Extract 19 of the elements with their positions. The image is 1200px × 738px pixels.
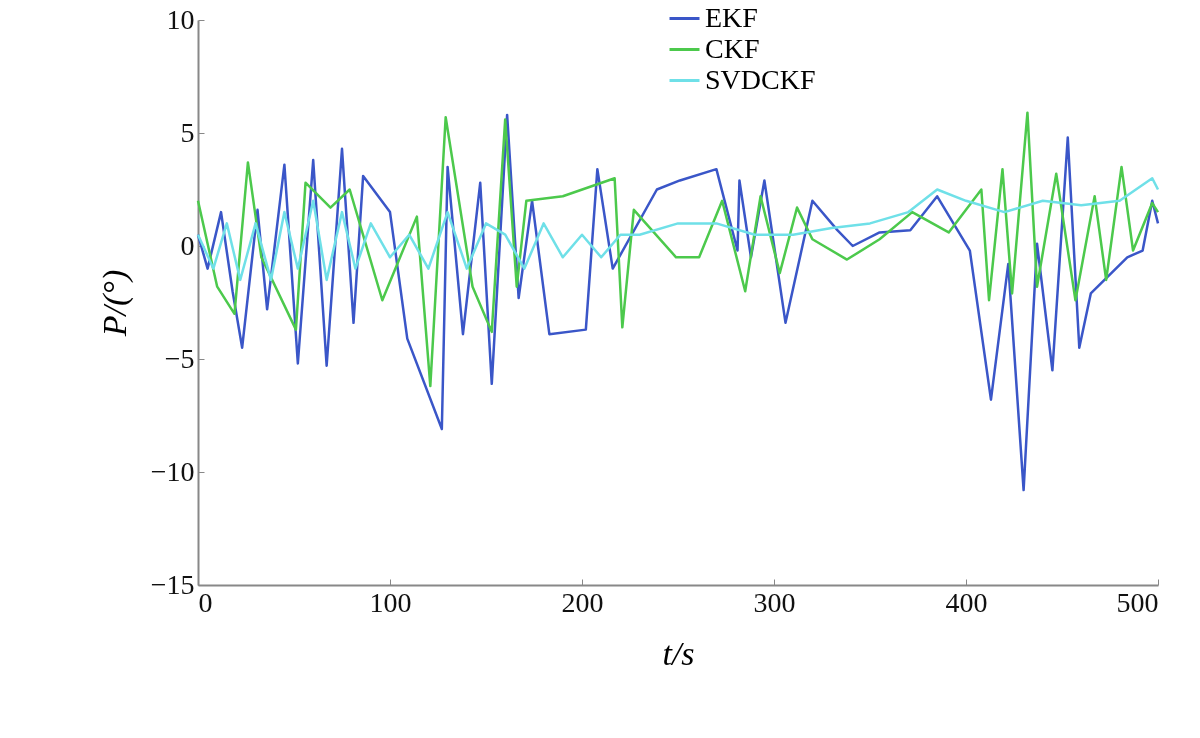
legend-label: EKF	[705, 1, 758, 33]
y-tick-label: 0	[180, 229, 195, 261]
line-series	[196, 176, 1160, 282]
y-tick-label: −15	[150, 568, 195, 600]
legend-label: SVDCKF	[705, 63, 816, 95]
x-tick-label: 300	[753, 586, 796, 618]
legend-label: CKF	[705, 32, 760, 64]
x-tick-label: 400	[945, 586, 988, 618]
line-series	[196, 111, 1160, 388]
x-axis-title: t/s	[662, 634, 695, 672]
line-series	[196, 113, 1160, 492]
x-tick-label: 500	[1116, 586, 1159, 618]
y-tick-label: −5	[164, 342, 195, 374]
y-tick-label: 5	[180, 116, 195, 148]
y-axis-title: P/(°)	[95, 269, 134, 338]
y-tick-label: 10	[166, 3, 195, 35]
x-tick-label: 200	[561, 586, 604, 618]
x-tick-label: 100	[369, 586, 412, 618]
y-tick-label: −10	[150, 455, 195, 487]
